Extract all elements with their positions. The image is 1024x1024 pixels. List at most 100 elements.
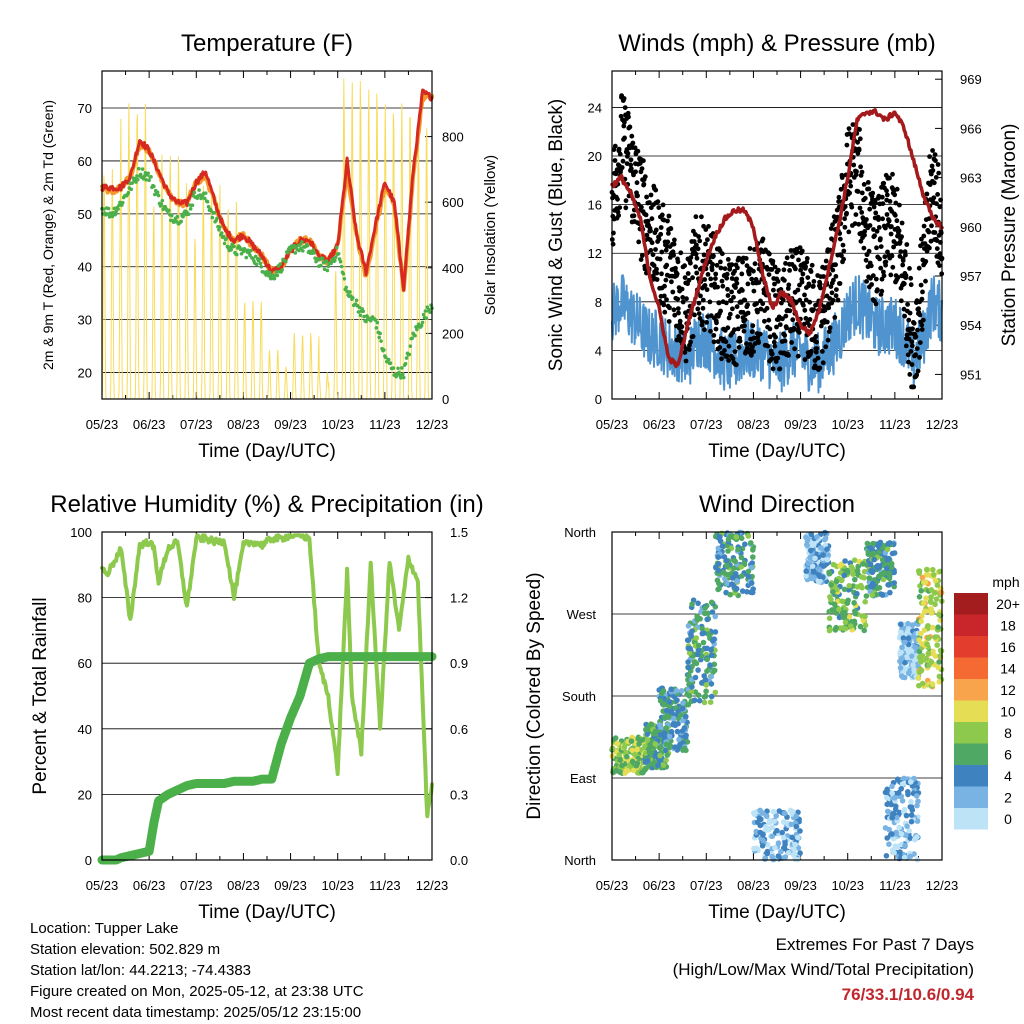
direction-point (661, 702, 667, 708)
direction-point (646, 749, 653, 756)
direction-point (666, 699, 673, 705)
dewpoint-point (135, 174, 139, 178)
gust-point (764, 305, 770, 311)
direction-point (686, 693, 693, 699)
gust-point (903, 273, 909, 278)
direction-point (680, 717, 686, 724)
y-tick-label: 12 (588, 246, 602, 261)
x-tick-label: 11/23 (369, 878, 401, 893)
gust-point (656, 205, 662, 211)
gust-point (683, 358, 689, 364)
gust-point (690, 334, 696, 339)
y-right-tick-label: 960 (960, 220, 982, 235)
direction-point (932, 601, 938, 608)
gust-point (884, 188, 889, 194)
direction-point (766, 819, 773, 826)
gust-point (682, 275, 688, 280)
direction-point (741, 560, 747, 566)
dewpoint-point (210, 215, 215, 220)
gust-point (636, 239, 642, 245)
direction-point (779, 829, 785, 836)
direction-point (708, 673, 715, 680)
direction-point (666, 733, 673, 739)
direction-point (642, 743, 648, 750)
x-tick-label: 11/23 (879, 878, 911, 893)
direction-point (907, 835, 913, 841)
gust-point (931, 180, 937, 186)
gust-point (873, 301, 879, 307)
gust-point (643, 212, 649, 218)
gust-point (612, 158, 618, 163)
gust-point (664, 297, 669, 302)
gust-point (900, 262, 906, 268)
gust-point (806, 281, 812, 287)
direction-point (630, 767, 637, 774)
legend-label: 14 (1000, 661, 1016, 677)
direction-point (708, 599, 715, 606)
direction-point (707, 662, 713, 668)
gust-point (769, 356, 775, 362)
gust-point (814, 339, 819, 345)
direction-point (830, 561, 837, 568)
x-tick-label: 11/23 (879, 417, 911, 432)
dewpoint-point (379, 339, 383, 343)
gust-point (661, 302, 667, 308)
gust-point (639, 253, 645, 258)
gust-point (802, 307, 808, 313)
gust-point (862, 232, 867, 238)
gust-point (693, 214, 699, 220)
gust-point (908, 275, 914, 281)
direction-point (711, 667, 718, 674)
gust-point (817, 281, 823, 287)
direction-point (759, 843, 766, 849)
direction-point (708, 681, 715, 687)
gust-point (820, 360, 826, 366)
gust-point (663, 247, 669, 253)
direction-point (780, 819, 787, 825)
gust-point (833, 293, 839, 299)
direction-point (931, 572, 937, 578)
direction-point (833, 578, 840, 585)
direction-point (884, 835, 890, 841)
y-axis-label: Sonic Wind & Gust (Blue, Black) (546, 99, 567, 371)
direction-point (758, 816, 764, 823)
direction-point (808, 531, 815, 538)
gust-point (846, 229, 852, 235)
direction-point (914, 802, 920, 809)
direction-point (738, 554, 745, 561)
gust-point (917, 340, 923, 345)
direction-point (898, 786, 904, 792)
gust-point (725, 293, 731, 298)
direction-point (880, 576, 887, 583)
direction-point (874, 585, 881, 592)
gust-point (757, 331, 763, 337)
dewpoint-point (268, 270, 272, 275)
direction-point (889, 783, 895, 790)
gust-point (622, 119, 627, 125)
gust-point (835, 297, 841, 303)
gust-point (877, 256, 882, 262)
gust-point (840, 242, 846, 248)
gust-point (890, 264, 896, 270)
direction-point (790, 852, 797, 858)
direction-point (729, 575, 736, 581)
gust-point (671, 252, 676, 258)
direction-point (695, 647, 702, 653)
gust-point (876, 217, 881, 223)
gust-point (705, 272, 711, 277)
gust-point (639, 204, 644, 210)
direction-point (624, 768, 631, 774)
direction-point (898, 831, 905, 837)
direction-point (772, 844, 778, 851)
direction-point (731, 565, 737, 571)
y-tick-label: 20 (588, 149, 602, 164)
dewpoint-point (248, 253, 252, 258)
x-tick-label: 09/23 (274, 878, 307, 893)
gust-point (772, 343, 778, 349)
legend-swatch (954, 679, 988, 701)
dewpoint-point (146, 171, 150, 176)
gust-point (737, 338, 743, 344)
gust-point (929, 163, 935, 169)
dewpoint-point (299, 246, 303, 251)
gust-point (630, 140, 636, 146)
